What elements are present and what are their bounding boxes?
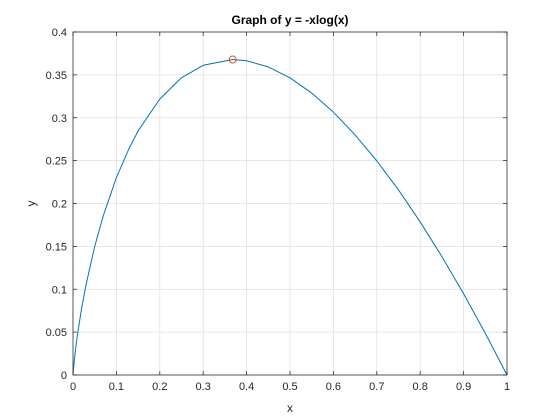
series-line [72,59,508,376]
y-tick-label: 0.3 [52,113,67,125]
x-tick-label: 0.6 [326,381,341,393]
max-point-marker [228,55,237,64]
y-tick-label: 0.4 [52,27,67,39]
y-tick-label: 0.1 [52,284,67,296]
marker-layer [228,55,237,64]
x-tick-label: 0 [70,381,76,393]
x-tick-label: 0.2 [152,381,167,393]
y-tick-label: 0 [61,370,67,382]
y-tick-label: 0.15 [46,241,67,253]
y-tick-label: 0.25 [46,156,67,168]
x-tick-label: 0.1 [109,381,124,393]
y-axis-label: y [24,201,38,207]
y-tick-label: 0.35 [46,70,67,82]
x-tick-label: 0.4 [239,381,254,393]
chart-title: Graph of y = -xlog(x) [231,13,348,27]
series-layer [72,59,508,376]
y-tick-label: 0.2 [52,199,67,211]
x-tick-label: 0.7 [369,381,384,393]
x-tick-label: 0.9 [456,381,471,393]
x-tick-label: 0.5 [282,381,297,393]
y-tick-label: 0.05 [46,327,67,339]
x-tick-label: 0.3 [196,381,211,393]
tick-layer: 0 0.1 0.2 0.3 0.4 0.5 0.6 0.7 0.8 0.9 1 0 0.05 0.1 0.1… [46,27,510,393]
x-tick-label: 0.8 [413,381,428,393]
x-axis-label: x [287,401,293,415]
x-tick-label: 1 [504,381,510,393]
